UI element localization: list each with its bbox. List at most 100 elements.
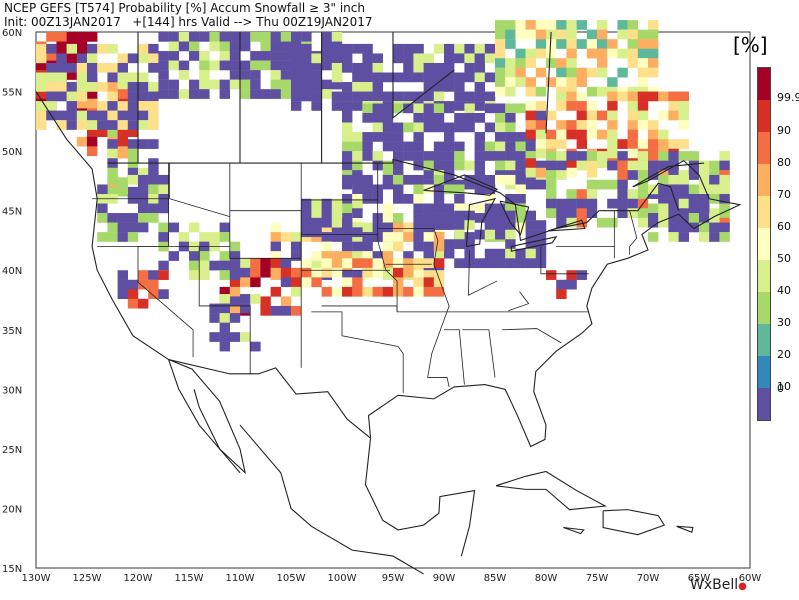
colorbar-label: 60	[777, 220, 791, 233]
probability-cell	[607, 198, 618, 209]
lat-label: 35N	[2, 326, 22, 337]
probability-cell	[36, 43, 47, 54]
probability-cell	[209, 260, 220, 271]
probability-cell	[56, 41, 67, 52]
probability-cell	[627, 48, 638, 59]
probability-cell	[423, 277, 434, 288]
probability-cell	[127, 298, 139, 309]
probability-cell	[301, 267, 312, 278]
probability-cell	[56, 110, 67, 121]
probability-cell	[433, 141, 445, 152]
probability-cell	[260, 267, 271, 278]
probability-cell	[229, 79, 241, 90]
probability-cell	[342, 62, 353, 73]
probability-cell	[556, 91, 567, 102]
probability-cell	[617, 170, 628, 180]
probability-cell	[413, 203, 424, 214]
probability-cell	[36, 101, 47, 111]
probability-cell	[291, 305, 302, 316]
probability-cell	[423, 286, 434, 297]
probability-cell	[250, 60, 261, 71]
probability-cell	[127, 110, 139, 121]
probability-cell	[515, 20, 526, 30]
probability-cell	[342, 132, 353, 142]
probability-cell	[566, 208, 577, 219]
probability-cell	[331, 79, 343, 90]
probability-cell	[607, 179, 618, 190]
probability-cell	[178, 41, 190, 52]
probability-cell	[678, 151, 689, 161]
probability-cell	[127, 213, 139, 223]
probability-cell	[321, 286, 332, 297]
probability-cell	[117, 110, 128, 121]
probability-cell	[219, 332, 230, 342]
probability-cell	[474, 258, 485, 269]
probability-cell	[495, 112, 506, 123]
probability-cell	[413, 193, 424, 204]
probability-cell	[342, 53, 353, 64]
probability-cell	[658, 110, 669, 121]
probability-cell	[301, 82, 312, 92]
probability-cell	[291, 241, 302, 252]
probability-cell	[209, 79, 220, 90]
probability-cell	[546, 77, 557, 87]
probability-cell	[87, 136, 98, 147]
probability-cell	[240, 32, 251, 42]
colorbar-swatch	[758, 132, 770, 164]
probability-cell	[372, 62, 383, 73]
probability-cell	[56, 120, 67, 130]
coastline	[465, 197, 497, 247]
lon-label: 125W	[73, 573, 102, 584]
probability-cell	[87, 53, 98, 64]
probability-cell	[148, 91, 159, 102]
probability-cell	[586, 39, 598, 49]
probability-cell	[576, 110, 587, 121]
probability-cell	[138, 279, 149, 290]
probability-cell	[556, 279, 567, 290]
probability-cell	[280, 232, 292, 242]
probability-cell	[280, 79, 292, 90]
probability-cell	[219, 270, 230, 280]
probability-cell	[240, 41, 251, 52]
probability-cell	[311, 82, 322, 92]
probability-cell	[484, 248, 496, 259]
probability-cell	[76, 53, 88, 64]
probability-cell	[484, 72, 496, 83]
probability-cell	[219, 260, 230, 271]
probability-cell	[678, 91, 689, 102]
probability-cell	[148, 120, 159, 130]
probability-cell	[291, 267, 302, 278]
probability-cell	[423, 62, 434, 73]
probability-cell	[413, 53, 424, 64]
probability-cell	[586, 48, 598, 59]
probability-cell	[627, 148, 638, 159]
colorbar-swatch	[758, 100, 770, 132]
probability-cell	[658, 174, 669, 185]
probability-cell	[576, 189, 587, 199]
probability-cell	[444, 62, 455, 73]
probability-cell	[229, 305, 241, 316]
probability-cell	[495, 122, 506, 133]
probability-cell	[648, 232, 659, 242]
probability-cell	[372, 267, 383, 278]
probability-cell	[444, 220, 455, 230]
probability-cell	[495, 77, 506, 87]
probability-cell	[148, 213, 159, 223]
probability-cell	[433, 91, 445, 102]
probability-cell	[117, 148, 128, 159]
probability-cell	[240, 332, 251, 342]
probability-cell	[433, 103, 445, 114]
probability-cell	[607, 110, 618, 121]
probability-cell	[699, 160, 710, 171]
probability-cell	[311, 101, 322, 111]
probability-cell	[158, 51, 169, 61]
probability-cell	[382, 258, 394, 269]
logo-text: WxBell	[690, 577, 739, 593]
probability-cell	[168, 89, 179, 99]
probability-cell	[97, 184, 108, 195]
probability-cell	[117, 120, 128, 130]
probability-cell	[535, 179, 547, 190]
probability-cell	[372, 132, 383, 142]
probability-cell	[586, 208, 598, 219]
probability-cell	[56, 53, 67, 64]
